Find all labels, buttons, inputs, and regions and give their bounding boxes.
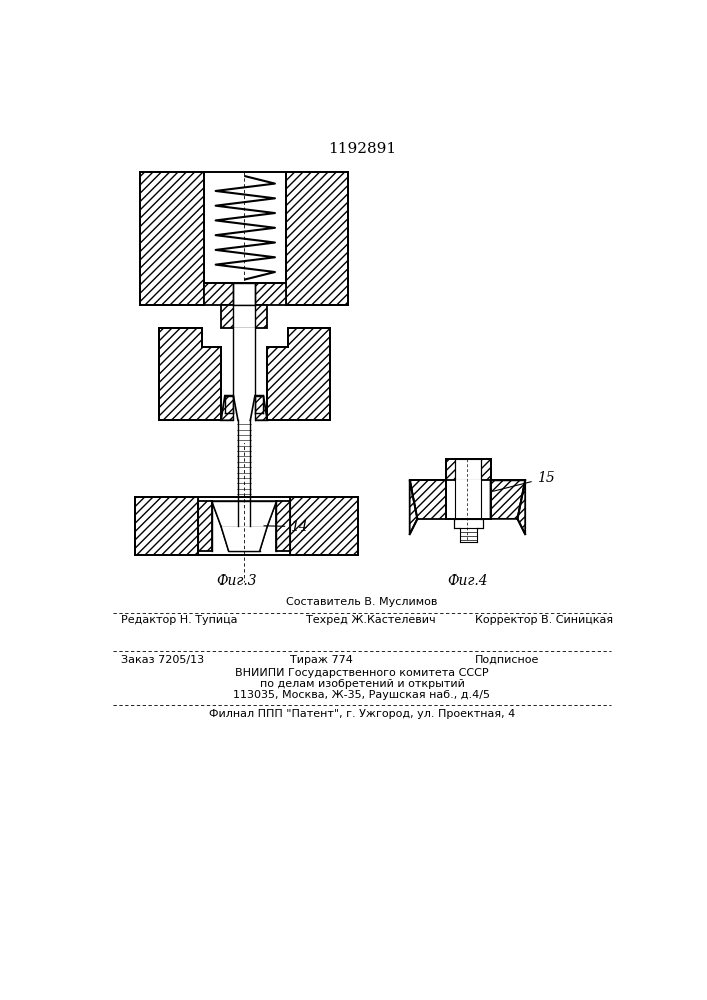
Polygon shape [233, 396, 255, 420]
Text: Тираж 774: Тираж 774 [291, 655, 354, 665]
Text: 113035, Москва, Ж-35, Раушская наб., д.4/5: 113035, Москва, Ж-35, Раушская наб., д.4… [233, 690, 491, 700]
Polygon shape [221, 396, 238, 420]
Polygon shape [160, 328, 221, 420]
Text: Редактор Н. Тупица: Редактор Н. Тупица [121, 615, 238, 625]
Text: ВНИИПИ Государственного комитета СССР: ВНИИПИ Государственного комитета СССР [235, 668, 489, 678]
Polygon shape [491, 480, 525, 519]
Text: Корректор В. Синицкая: Корректор В. Синицкая [475, 615, 613, 625]
Text: по делам изобретений и открытий: по делам изобретений и открытий [259, 679, 464, 689]
Polygon shape [212, 501, 276, 526]
Text: Подписное: Подписное [475, 655, 539, 665]
Polygon shape [291, 497, 358, 555]
Text: 14: 14 [264, 520, 308, 534]
Bar [455, 459, 481, 480]
Polygon shape [267, 328, 330, 420]
Text: Составитель В. Муслимов: Составитель В. Муслимов [286, 597, 438, 607]
Bar [233, 328, 255, 443]
Polygon shape [204, 283, 286, 305]
Text: 15: 15 [493, 471, 554, 491]
Polygon shape [409, 480, 417, 534]
Bar [454, 519, 483, 528]
Polygon shape [221, 526, 267, 551]
Polygon shape [446, 459, 491, 480]
Bar [455, 480, 481, 519]
Polygon shape [250, 396, 267, 420]
Polygon shape [140, 172, 204, 305]
Text: Фиг.4: Фиг.4 [447, 574, 488, 588]
Polygon shape [286, 172, 348, 305]
Polygon shape [198, 501, 212, 551]
Polygon shape [221, 305, 267, 328]
Polygon shape [225, 396, 264, 413]
Bar [233, 396, 255, 413]
Polygon shape [212, 501, 276, 526]
Bar [233, 283, 255, 305]
Text: Филнал ППП "Патент", г. Ужгород, ул. Проектная, 4: Филнал ППП "Патент", г. Ужгород, ул. Про… [209, 709, 515, 719]
Bar [238, 420, 250, 497]
Polygon shape [276, 501, 291, 551]
Polygon shape [135, 497, 198, 555]
Text: Фиг.3: Фиг.3 [216, 574, 257, 588]
Polygon shape [518, 480, 525, 534]
Text: Заказ 7205/13: Заказ 7205/13 [121, 655, 204, 665]
Polygon shape [409, 480, 446, 519]
Bar [233, 305, 255, 328]
Polygon shape [221, 526, 267, 551]
Text: 1192891: 1192891 [328, 142, 396, 156]
Text: Техред Ж.Кастелевич: Техред Ж.Кастелевич [305, 615, 436, 625]
